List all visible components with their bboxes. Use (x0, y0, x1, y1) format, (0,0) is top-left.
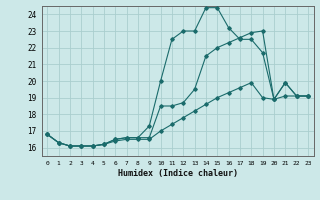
X-axis label: Humidex (Indice chaleur): Humidex (Indice chaleur) (118, 169, 237, 178)
